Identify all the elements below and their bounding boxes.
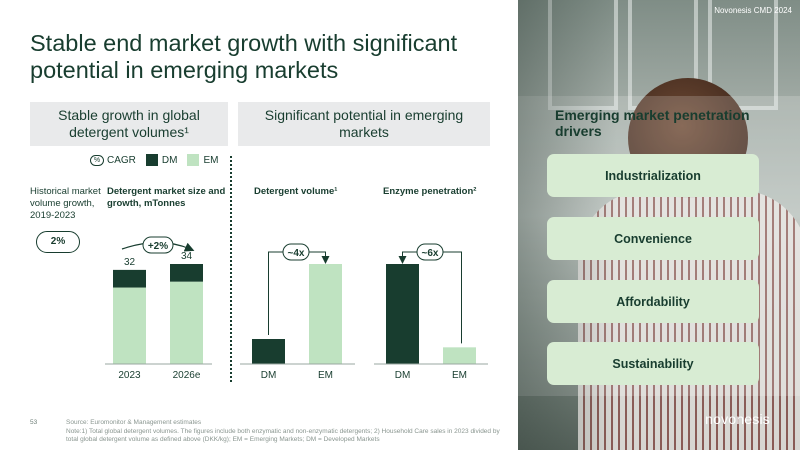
- x-tick-label: EM: [318, 370, 333, 381]
- bar-dm: [386, 264, 419, 364]
- legend-dm-swatch: [145, 154, 158, 166]
- driver-industrialization: Industrialization: [547, 154, 759, 197]
- historical-growth-label: Historical market volume growth, 2019-20…: [30, 186, 101, 221]
- x-tick-label: DM: [261, 370, 277, 381]
- footer-source: Source: Euromonitor & Management estimat…: [66, 419, 202, 426]
- percent-icon: %: [90, 154, 104, 166]
- market-size-chart: 32 2023 34 2026e +2%: [105, 236, 212, 381]
- volume-chart: DM EM ~4x: [240, 243, 355, 381]
- historical-growth-value: 2%: [36, 231, 80, 253]
- bar-em: [443, 347, 476, 364]
- x-tick-label: 2023: [118, 370, 141, 381]
- growth-pill: [142, 236, 174, 254]
- penetration-callout: ~6x: [422, 248, 439, 259]
- footer-note: Note:1) Total global detergent volumes. …: [66, 427, 500, 444]
- legend-dm-label: DM: [161, 154, 178, 166]
- bar-em: [170, 281, 203, 364]
- page-title: Stable end market growth with significan…: [30, 30, 458, 83]
- market-size-chart-title: Detergent market size and growth, mTonne…: [107, 186, 226, 209]
- bar-total-label: 32: [124, 257, 136, 268]
- bar-em: [113, 287, 146, 364]
- window-frame: [708, 0, 778, 110]
- drivers-title: Emerging market penetration drivers: [555, 107, 750, 139]
- right-panel-header: Significant potential in emerging market…: [238, 102, 490, 146]
- bar-em: [309, 264, 342, 364]
- legend-em-label: EM: [203, 154, 219, 166]
- x-tick-label: EM: [452, 370, 467, 381]
- bar-dm: [113, 269, 146, 288]
- panel-divider: [230, 156, 232, 382]
- left-panel-header: Stable growth in global detergent volume…: [30, 102, 228, 146]
- footer-notes: Source: Euromonitor & Management estimat…: [66, 419, 506, 445]
- page-number: 53: [30, 419, 38, 426]
- x-tick-label: 2026e: [173, 370, 201, 381]
- legend-cagr-label: CAGR: [107, 154, 136, 166]
- penetration-chart: DM EM ~6x: [374, 243, 488, 381]
- driver-affordability: Affordability: [547, 280, 759, 323]
- volume-chart-title: Detergent volume¹: [254, 186, 338, 197]
- penetration-chart-title: Enzyme penetration²: [383, 186, 477, 197]
- driver-convenience: Convenience: [547, 217, 759, 260]
- brand-logo: novonesis: [705, 411, 770, 427]
- legend-em-swatch: [187, 154, 200, 166]
- window-frame: [548, 0, 618, 110]
- event-label: Novonesis CMD 2024: [714, 6, 792, 15]
- growth-callout: +2%: [148, 241, 168, 252]
- volume-callout: ~4x: [288, 248, 305, 259]
- multiplier-pill: [416, 243, 444, 261]
- chart-legend: % CAGR DM EM: [90, 154, 218, 166]
- bar-total-label: 34: [181, 251, 193, 262]
- bar-dm: [252, 339, 285, 364]
- multiplier-pill: [282, 243, 310, 261]
- x-tick-label: DM: [395, 370, 411, 381]
- driver-sustainability: Sustainability: [547, 342, 759, 385]
- bar-dm: [170, 264, 203, 282]
